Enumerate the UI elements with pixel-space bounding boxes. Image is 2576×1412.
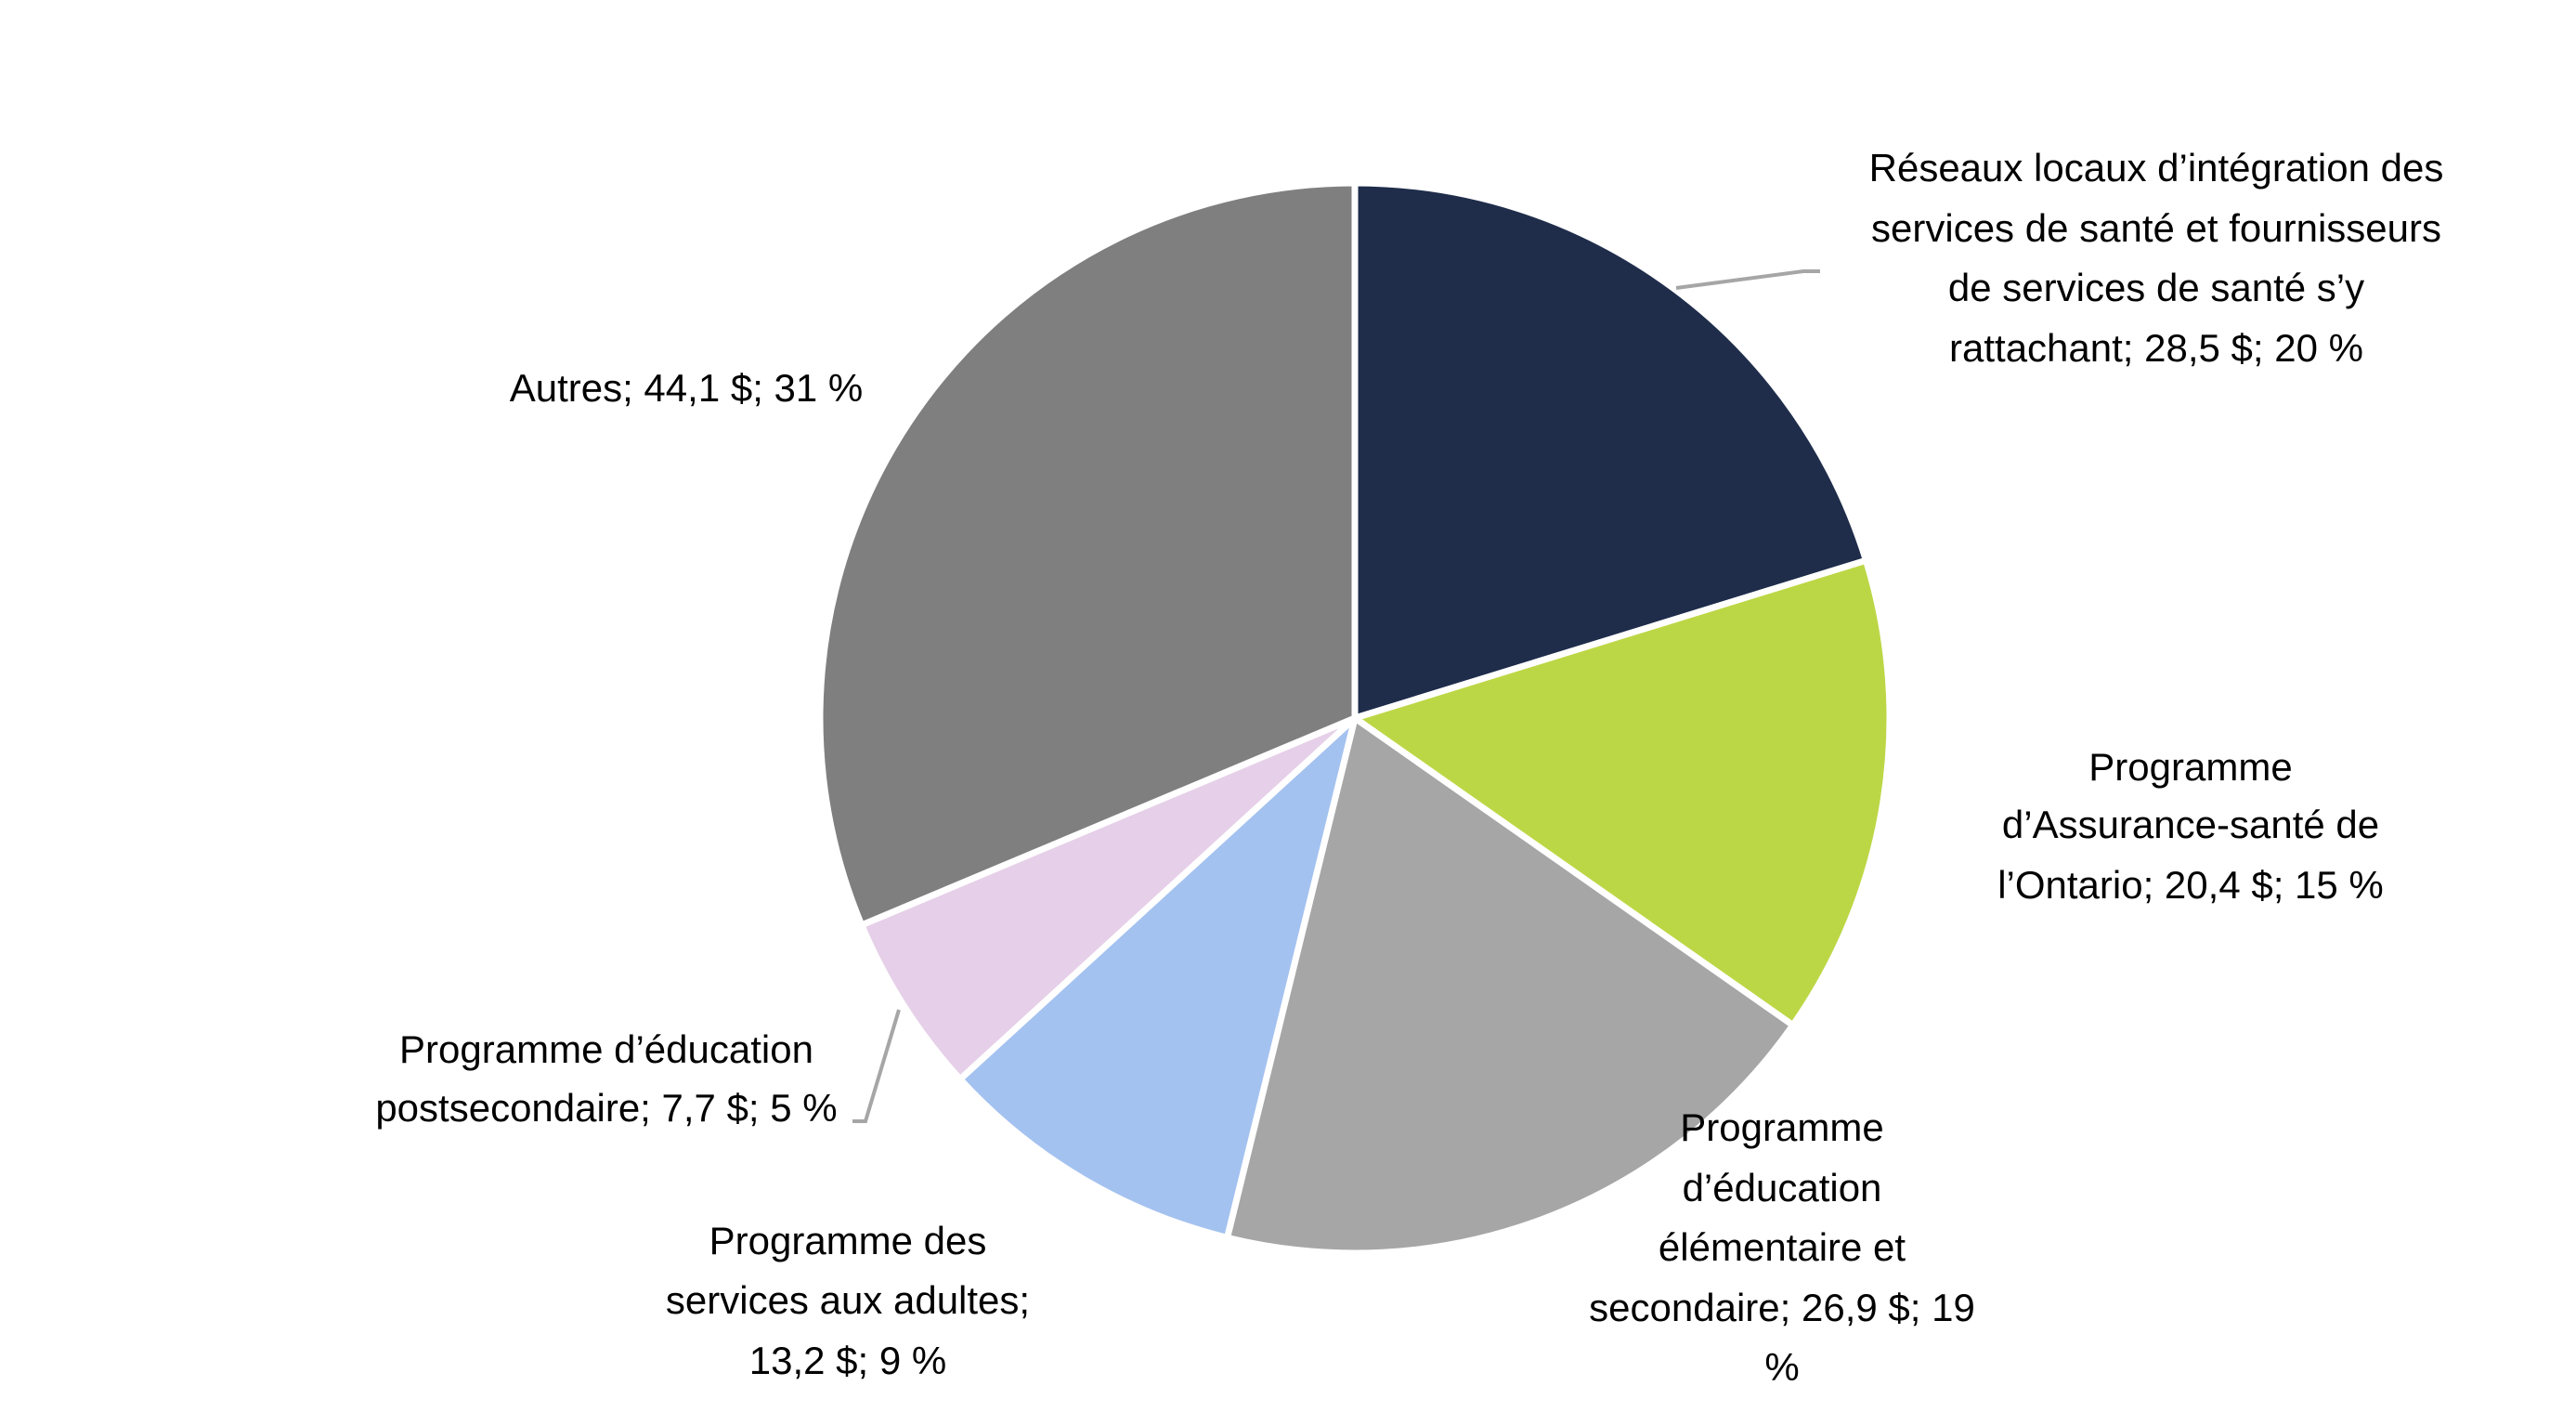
pie-slice-assurance-sante: [1351, 556, 1893, 1029]
data-label-line: Réseaux locaux d’intégration des: [1869, 146, 2444, 190]
data-label-reseaux: Réseaux locaux d’intégration des services…: [1869, 146, 2444, 370]
data-label-line: d’Assurance-santé de: [2002, 803, 2379, 846]
data-label-line: Programme: [2088, 745, 2292, 789]
data-label-line: Programme: [1680, 1105, 1883, 1149]
data-label-line: élémentaire et: [1659, 1225, 1906, 1269]
data-label-services-adultes: Programme des services aux adultes; 13,2 $…: [666, 1219, 1030, 1382]
data-label-line: secondaire; 26,9 $; 19: [1589, 1286, 1975, 1329]
pie-slice-education-elementaire: [1224, 714, 1797, 1257]
data-label-line: l’Ontario; 20,4 $; 15 %: [1997, 863, 2384, 907]
leader-line-reseaux: [1675, 269, 1820, 290]
data-label-education-elementaire: Programme d’éducation élémentaire et second…: [1589, 1105, 1975, 1389]
data-label-line: %: [1764, 1345, 1799, 1389]
data-label-line: postsecondaire; 7,7 $; 5 %: [375, 1086, 837, 1130]
pie-slice-education-postsecondaire: [858, 714, 1359, 1083]
pie-slice-services-adultes: [956, 714, 1359, 1241]
data-label-assurance-sante: Programme d’Assurance-santé de l’Ontario; …: [1997, 745, 2384, 907]
data-label-line: services aux adultes;: [666, 1278, 1030, 1322]
data-label-autres: Autres; 44,1 $; 31 %: [510, 366, 864, 410]
leader-line-postsecondaire: [852, 1009, 901, 1123]
data-label-line: Autres; 44,1 $; 31 %: [510, 366, 864, 410]
data-label-line: d’éducation: [1683, 1166, 1882, 1209]
data-label-line: services de santé et fournisseurs: [1871, 206, 2441, 250]
pie-slice-autres: [816, 179, 1359, 929]
data-label-line: 13,2 $; 9 %: [749, 1339, 946, 1382]
pie-slice-reseaux: [1351, 179, 1869, 722]
data-label-line: Programme des: [709, 1219, 987, 1262]
data-label-line: Programme d’éducation: [399, 1027, 813, 1071]
data-label-line: de services de santé s’y: [1948, 266, 2364, 309]
data-label-line: rattachant; 28,5 $; 20 %: [1949, 326, 2363, 370]
data-label-education-postsecondaire: Programme d’éducation postsecondaire; 7,7…: [375, 1027, 837, 1130]
